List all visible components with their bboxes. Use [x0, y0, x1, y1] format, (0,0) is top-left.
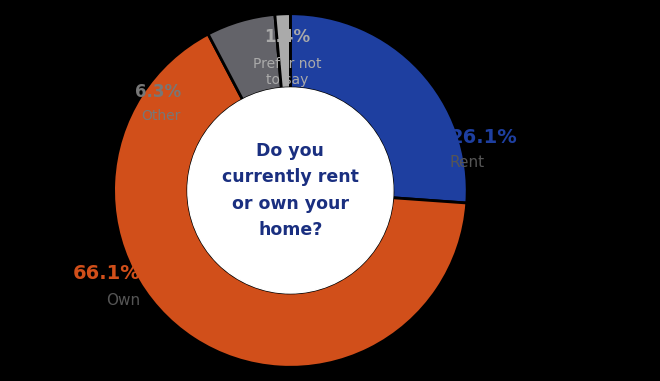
Circle shape [188, 88, 393, 293]
Text: 26.1%: 26.1% [449, 128, 517, 147]
Text: Own: Own [106, 293, 140, 307]
Text: 6.3%: 6.3% [135, 83, 181, 101]
Text: 1.4%: 1.4% [264, 28, 310, 46]
Text: Prefer not
to say: Prefer not to say [253, 57, 321, 87]
Wedge shape [208, 14, 281, 100]
Wedge shape [275, 14, 290, 88]
Text: 66.1%: 66.1% [73, 264, 140, 283]
Wedge shape [290, 14, 467, 203]
Wedge shape [114, 34, 467, 367]
Text: Other: Other [141, 109, 181, 123]
Text: Rent: Rent [449, 155, 484, 170]
Text: Do you
currently rent
or own your
home?: Do you currently rent or own your home? [222, 142, 359, 239]
